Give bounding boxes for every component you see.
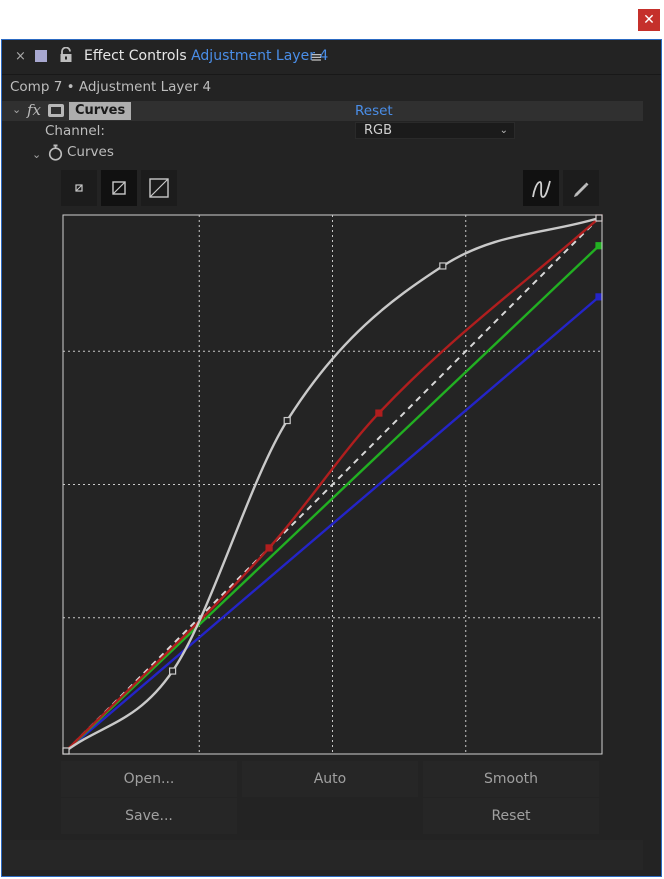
pencil-icon [574,182,589,197]
bezier-curve-icon [532,180,551,198]
effect-header-row[interactable]: ⌄ fx Curves Reset [2,101,643,121]
layer-color-swatch-icon [35,50,47,62]
channel-label: Channel: [45,123,105,139]
pencil-tool-button[interactable] [563,170,599,206]
panel-tab-title[interactable]: Effect Controls Adjustment Layer 4 [84,48,328,64]
effect-preset-icon [48,104,64,117]
channel-value: RGB [364,123,393,138]
chevron-down-icon: ⌄ [499,125,508,136]
tab-close-icon[interactable]: × [15,49,26,64]
red-control-point[interactable] [375,409,383,417]
curves-property-label: Curves [67,144,114,160]
rgb-control-point[interactable] [62,747,70,755]
blue-control-point[interactable] [595,293,603,301]
curves-graph[interactable] [62,214,603,755]
graph-size-small-button[interactable] [61,170,97,206]
green-control-point[interactable] [595,242,603,250]
graph-border [62,214,603,755]
blue-curve[interactable] [65,295,600,752]
open-button[interactable]: Open... [61,761,237,797]
effect-name[interactable]: Curves [69,102,132,120]
breadcrumb: Comp 7 • Adjustment Layer 4 [10,79,212,95]
curves-expand-toggle-icon[interactable]: ⌄ [32,148,42,161]
window-close-button[interactable]: ✕ [638,9,660,31]
bezier-tool-button[interactable] [523,170,559,206]
stopwatch-icon[interactable] [48,144,63,161]
red-control-point[interactable] [265,544,273,552]
green-curve[interactable] [65,244,600,752]
channel-dropdown[interactable]: RGB ⌄ [355,122,515,139]
reset-button[interactable]: Reset [423,798,599,834]
size-small-icon [75,184,83,192]
rgb-control-point[interactable] [283,416,291,425]
size-medium-icon [112,181,126,195]
panel-tab-bar: × Effect Controls Adjustment Layer 4 ≡ [2,40,661,75]
red-curve[interactable] [65,217,600,752]
window-title-bar: ✕ [0,0,664,39]
tab-title-layer: Adjustment Layer 4 [191,48,329,64]
effect-controls-panel: × Effect Controls Adjustment Layer 4 ≡ C… [1,39,662,877]
rgb-control-point[interactable] [439,262,447,270]
save-button[interactable]: Save... [61,798,237,834]
effect-reset-link[interactable]: Reset [355,103,393,119]
auto-button[interactable]: Auto [242,761,418,797]
lock-icon[interactable] [59,47,73,63]
rgb-control-point[interactable] [595,214,603,222]
smooth-button[interactable]: Smooth [423,761,599,797]
graph-size-medium-button[interactable] [101,170,137,206]
panel-bottom-strip [2,840,643,870]
effect-expand-toggle-icon[interactable]: ⌄ [12,103,22,116]
fx-toggle-icon[interactable]: fx [27,101,42,119]
rgb-control-point[interactable] [168,667,177,675]
size-large-icon [149,178,169,198]
tab-title-prefix: Effect Controls [84,48,192,64]
identity-diagonal-line [65,217,600,752]
panel-menu-icon[interactable]: ≡ [310,48,323,66]
graph-size-large-button[interactable] [141,170,177,206]
